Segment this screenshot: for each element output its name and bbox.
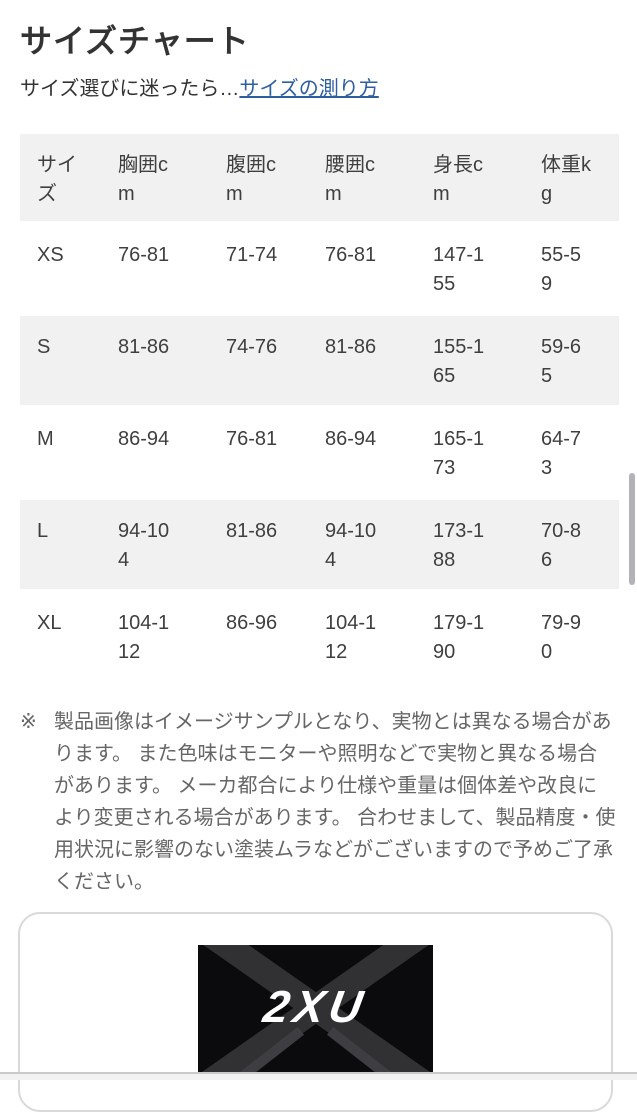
cell-belly: 81-86 bbox=[226, 519, 278, 542]
cell-size: S bbox=[37, 335, 51, 358]
cell-chest: 76-81 bbox=[118, 243, 170, 266]
cell-chest: 94-10 4 bbox=[118, 519, 170, 571]
table-row-s: S 81-86 74-76 81-86 155-1 65 59-6 5 bbox=[20, 314, 619, 406]
subtitle: サイズ選びに迷ったら…サイズの測り方 bbox=[20, 75, 617, 104]
cell-height: 147-1 55 bbox=[433, 243, 485, 295]
disclaimer-marker: ※ bbox=[20, 711, 37, 733]
cell-hip: 81-86 bbox=[325, 335, 377, 358]
disclaimer-text: 製品画像はイメージサンプルとなり、実物とは異なる場合があります。 また色味はモニ… bbox=[54, 711, 616, 893]
cell-size: L bbox=[37, 519, 49, 542]
cell-chest: 104-1 12 bbox=[118, 611, 170, 663]
column-header-belly: 腹囲c m bbox=[226, 154, 276, 205]
cell-hip: 76-81 bbox=[325, 243, 377, 266]
brand-card: 2XU bbox=[18, 912, 613, 1112]
size-guide-link[interactable]: サイズの測り方 bbox=[239, 78, 379, 100]
cell-size: XS bbox=[37, 243, 64, 266]
size-chart-table: サイ ズ 胸囲c m 腹囲c m 腰囲c m 身長c m 体重k g XS 76… bbox=[20, 134, 619, 682]
disclaimer-note: ※ 製品画像はイメージサンプルとなり、実物とは異なる場合があります。 また色味は… bbox=[20, 706, 617, 898]
column-header-hip: 腰囲c m bbox=[325, 154, 375, 205]
cell-size: M bbox=[37, 427, 54, 450]
table-row-xl: XL 104-1 12 86-96 104-1 12 179-1 90 79-9… bbox=[20, 590, 619, 682]
brand-logo-text: 2XU bbox=[259, 980, 372, 1032]
table-row-m: M 86-94 76-81 86-94 165-1 73 64-7 3 bbox=[20, 406, 619, 498]
cell-weight: 64-7 3 bbox=[541, 427, 582, 479]
cell-hip: 86-94 bbox=[325, 427, 377, 450]
table-row-l: L 94-10 4 81-86 94-10 4 173-1 88 70-8 6 bbox=[20, 498, 619, 590]
cell-weight: 55-5 9 bbox=[541, 243, 582, 295]
cell-belly: 76-81 bbox=[226, 427, 278, 450]
cell-size: XL bbox=[37, 611, 62, 634]
brand-image-2xu: 2XU bbox=[198, 945, 433, 1072]
column-header-size: サイ ズ bbox=[37, 154, 77, 205]
subtitle-text: サイズ選びに迷ったら… bbox=[20, 78, 240, 100]
page-title: サイズチャート bbox=[20, 23, 250, 59]
cell-belly: 74-76 bbox=[226, 335, 278, 358]
cell-height: 179-1 90 bbox=[433, 611, 485, 663]
cell-height: 155-1 65 bbox=[433, 335, 485, 387]
cell-weight: 79-9 0 bbox=[541, 611, 582, 663]
cell-chest: 86-94 bbox=[118, 427, 170, 450]
size-chart-page: サイズチャート サイズ選びに迷ったら…サイズの測り方 サイ ズ 胸囲c m 腹囲… bbox=[0, 23, 637, 1112]
cell-hip: 104-1 12 bbox=[325, 611, 377, 663]
cell-chest: 81-86 bbox=[118, 335, 170, 358]
cell-belly: 71-74 bbox=[226, 243, 278, 266]
table-header-row: サイ ズ 胸囲c m 腹囲c m 腰囲c m 身長c m 体重k g bbox=[20, 134, 619, 222]
column-header-weight: 体重k g bbox=[541, 154, 591, 205]
cell-height: 165-1 73 bbox=[433, 427, 485, 479]
table-row-xs: XS 76-81 71-74 76-81 147-1 55 55-5 9 bbox=[20, 222, 619, 314]
cell-belly: 86-96 bbox=[226, 611, 278, 634]
cell-hip: 94-10 4 bbox=[325, 519, 377, 571]
cell-weight: 59-6 5 bbox=[541, 335, 582, 387]
scrollbar-thumb[interactable] bbox=[629, 473, 635, 585]
bottom-divider bbox=[0, 1072, 637, 1080]
cell-height: 173-1 88 bbox=[433, 519, 485, 571]
cell-weight: 70-8 6 bbox=[541, 519, 582, 571]
column-header-height: 身長c m bbox=[433, 154, 483, 205]
column-header-chest: 胸囲c m bbox=[118, 154, 168, 205]
